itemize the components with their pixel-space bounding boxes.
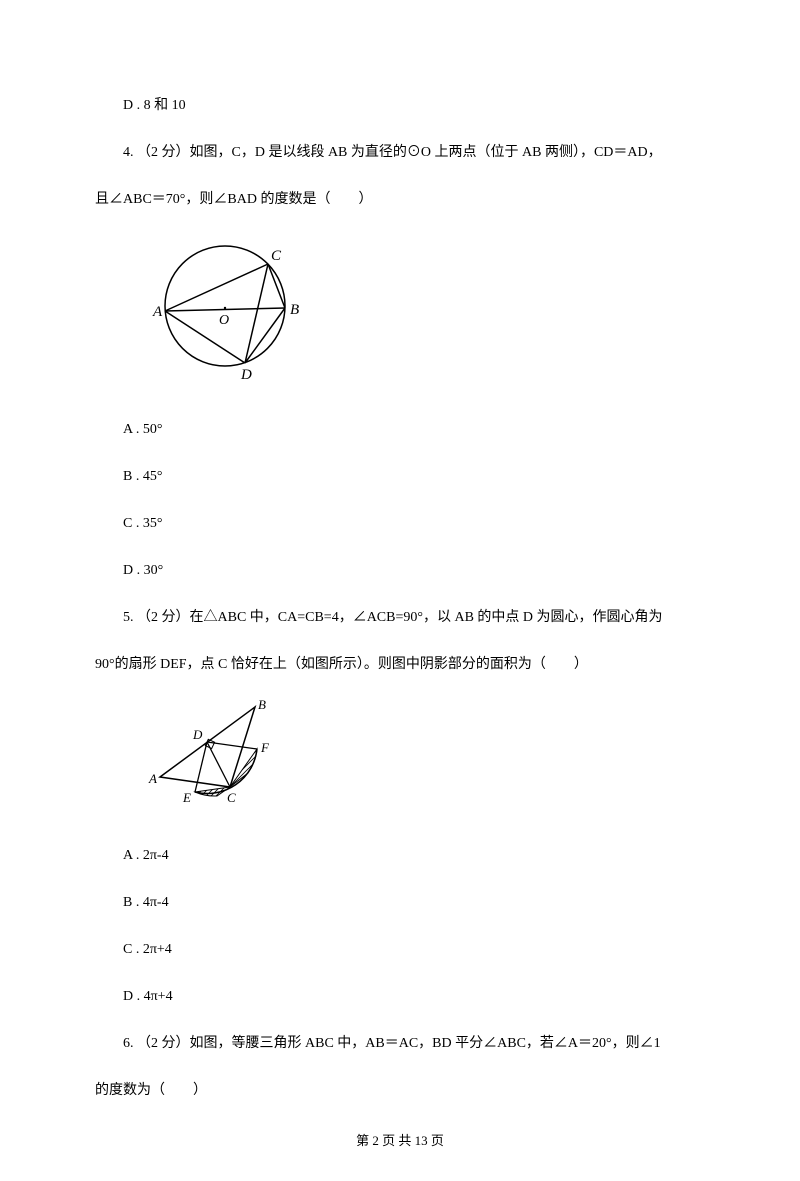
question-6: 6. （2 分）如图，等腰三角形 ABC 中，AB＝AC，BD 平分∠ABC，若… — [95, 1033, 705, 1101]
svg-text:D: D — [192, 727, 203, 742]
q4-circle-diagram: A B C D O — [145, 236, 325, 386]
svg-text:B: B — [258, 697, 266, 712]
svg-text:F: F — [260, 740, 270, 755]
svg-text:E: E — [182, 790, 191, 805]
q4-option-a: A . 50° — [95, 419, 705, 440]
q5-option-d: D . 4π+4 — [95, 986, 705, 1007]
q4-option-b: B . 45° — [95, 466, 705, 487]
q5-option-b: B . 4π-4 — [95, 892, 705, 913]
q5-text-line1: 5. （2 分）在△ABC 中，CA=CB=4，∠ACB=90°，以 AB 的中… — [95, 607, 705, 628]
q5-option-c: C . 2π+4 — [95, 939, 705, 960]
q5-triangle-sector-diagram: A B C D E F — [145, 697, 305, 812]
q4-text-line2: 且∠ABC＝70°，则∠BAD 的度数是（ ） — [95, 189, 705, 210]
question-4: 4. （2 分）如图，C，D 是以线段 AB 为直径的⊙O 上两点（位于 AB … — [95, 142, 705, 581]
q5-figure: A B C D E F — [145, 697, 705, 819]
svg-text:C: C — [227, 790, 236, 805]
q5-option-a: A . 2π-4 — [95, 845, 705, 866]
svg-text:A: A — [152, 304, 163, 320]
q6-text-line2: 的度数为（ ） — [95, 1080, 705, 1101]
q6-text-line1: 6. （2 分）如图，等腰三角形 ABC 中，AB＝AC，BD 平分∠ABC，若… — [95, 1033, 705, 1054]
q4-text-line1: 4. （2 分）如图，C，D 是以线段 AB 为直径的⊙O 上两点（位于 AB … — [95, 142, 705, 163]
q4-option-c: C . 35° — [95, 513, 705, 534]
svg-text:C: C — [271, 248, 282, 264]
page-footer: 第 2 页 共 13 页 — [95, 1131, 705, 1151]
question-5: 5. （2 分）在△ABC 中，CA=CB=4，∠ACB=90°，以 AB 的中… — [95, 607, 705, 1007]
q5-text-line2: 90°的扇形 DEF，点 C 恰好在上（如图所示）。则图中阴影部分的面积为（ ） — [95, 654, 705, 675]
svg-text:D: D — [240, 367, 252, 383]
svg-text:B: B — [290, 302, 299, 318]
svg-text:A: A — [148, 771, 157, 786]
q3-option-d: D . 8 和 10 — [95, 95, 705, 116]
q4-option-d: D . 30° — [95, 560, 705, 581]
svg-text:O: O — [219, 313, 229, 328]
page-content: D . 8 和 10 4. （2 分）如图，C，D 是以线段 AB 为直径的⊙O… — [0, 0, 800, 1181]
q4-figure: A B C D O — [145, 236, 705, 393]
